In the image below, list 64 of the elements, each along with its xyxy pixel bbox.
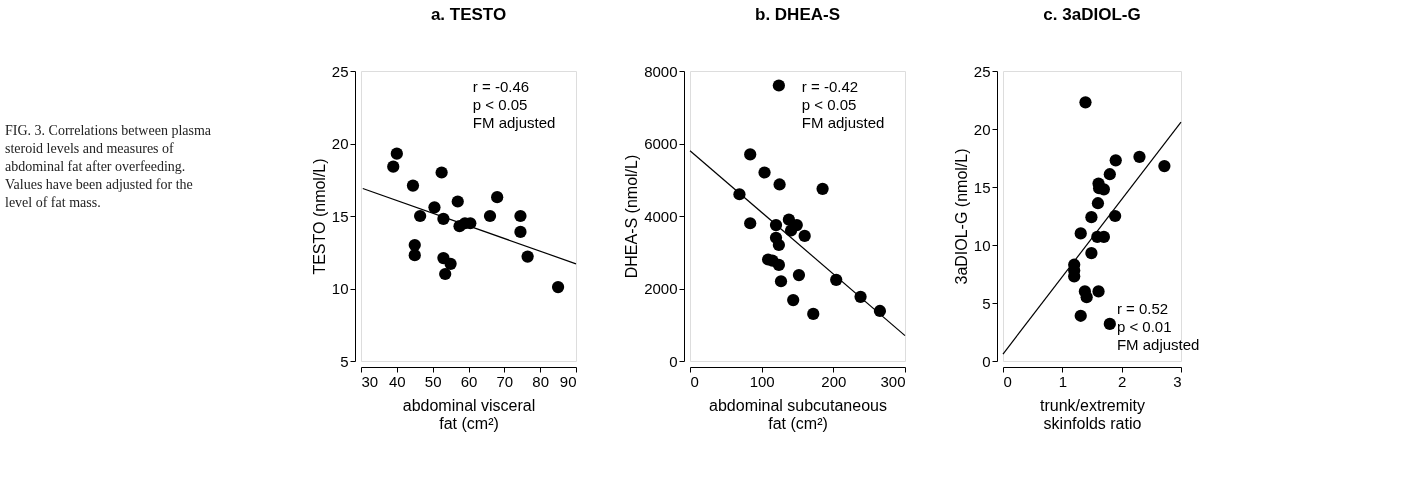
point — [1158, 160, 1171, 173]
x-tick-label: 200 — [821, 372, 847, 390]
y-tick-label: 15 — [331, 207, 349, 225]
annotation: FM adjusted — [801, 114, 885, 131]
x-axis-title: abdominal subcutaneous fat (cm²) — [709, 396, 887, 432]
x-tick-label: 60 — [460, 372, 478, 390]
y-tick-label: 25 — [331, 62, 349, 80]
annotation: p < 0.05 — [472, 96, 528, 113]
annotation: FM adjusted — [472, 114, 556, 131]
y-tick-label: 5 — [340, 352, 349, 370]
point — [1091, 197, 1105, 210]
chart-title: b. DHEA-S — [755, 5, 840, 24]
y-tick-label: 15 — [973, 178, 991, 196]
y-tick-label: 6000 — [644, 135, 678, 152]
y-tick-label: 4000 — [644, 207, 678, 225]
y-tick-label: 10 — [973, 236, 991, 254]
annotation: p < 0.01 — [1116, 318, 1172, 335]
y-axis-title: 3aDIOL-G (nmol/L) — [952, 148, 970, 285]
x-tick-label: 50 — [424, 372, 442, 390]
point — [1085, 247, 1098, 260]
chart-title: a. TESTO — [430, 5, 507, 24]
caption: FIG. 3. Correlations between plasma steroid levels and measures of abdominal fat after overfeeding. Values have been adjusted for the level of fat mass. — [5, 123, 212, 210]
x-tick-label: 0 — [690, 372, 699, 390]
x-tick-label: 2 — [1117, 372, 1127, 390]
x-tick-label: 80 — [532, 372, 550, 390]
point — [1074, 309, 1087, 322]
x-tick-label: 90 — [559, 372, 577, 390]
annotation: r = -0.42 — [801, 78, 859, 95]
y-tick-label: 0 — [669, 352, 678, 370]
point — [1074, 227, 1087, 240]
y-tick-label: 5 — [982, 294, 991, 312]
y-tick-label: 20 — [973, 120, 991, 138]
y-axis-title: TESTO (nmol/L) — [310, 158, 328, 275]
y-axis-title: DHEA-S (nmol/L) — [623, 154, 641, 279]
point — [1109, 209, 1122, 223]
x-tick-label: 100 — [749, 372, 775, 390]
annotation: FM adjusted — [1116, 336, 1200, 353]
y-tick-label: 10 — [331, 280, 349, 297]
annotation: r = 0.52 — [1116, 300, 1169, 317]
y-tick-label: 20 — [331, 135, 349, 152]
chart-title: c. 3aDIOL-G — [1043, 5, 1141, 24]
x-axis-title: abdominal visceral fat (cm²) — [402, 396, 536, 432]
x-tick-label: 0 — [1003, 372, 1012, 390]
y-tick-label: 25 — [973, 62, 991, 80]
annotation: p < 0.05 — [801, 96, 857, 113]
y-tick-label: 0 — [982, 352, 991, 370]
x-tick-label: 70 — [496, 372, 514, 390]
y-tick-label: 2000 — [644, 280, 678, 297]
x-tick-label: 300 — [880, 372, 906, 390]
point — [1103, 168, 1116, 181]
x-tick-label: 30 — [361, 372, 379, 390]
x-tick-label: 3 — [1173, 372, 1182, 390]
point — [1079, 96, 1092, 109]
point — [1085, 211, 1098, 224]
annotation: r = -0.46 — [472, 78, 530, 95]
x-tick-label: 1 — [1058, 372, 1068, 390]
point — [1092, 285, 1105, 298]
y-tick-label: 8000 — [644, 62, 678, 80]
point — [1133, 150, 1146, 163]
x-axis-title: trunk/extremity skinfolds ratio — [1040, 396, 1145, 432]
point — [1109, 154, 1122, 167]
point — [1080, 291, 1093, 304]
point — [1103, 317, 1116, 330]
x-tick-label: 40 — [388, 372, 406, 390]
